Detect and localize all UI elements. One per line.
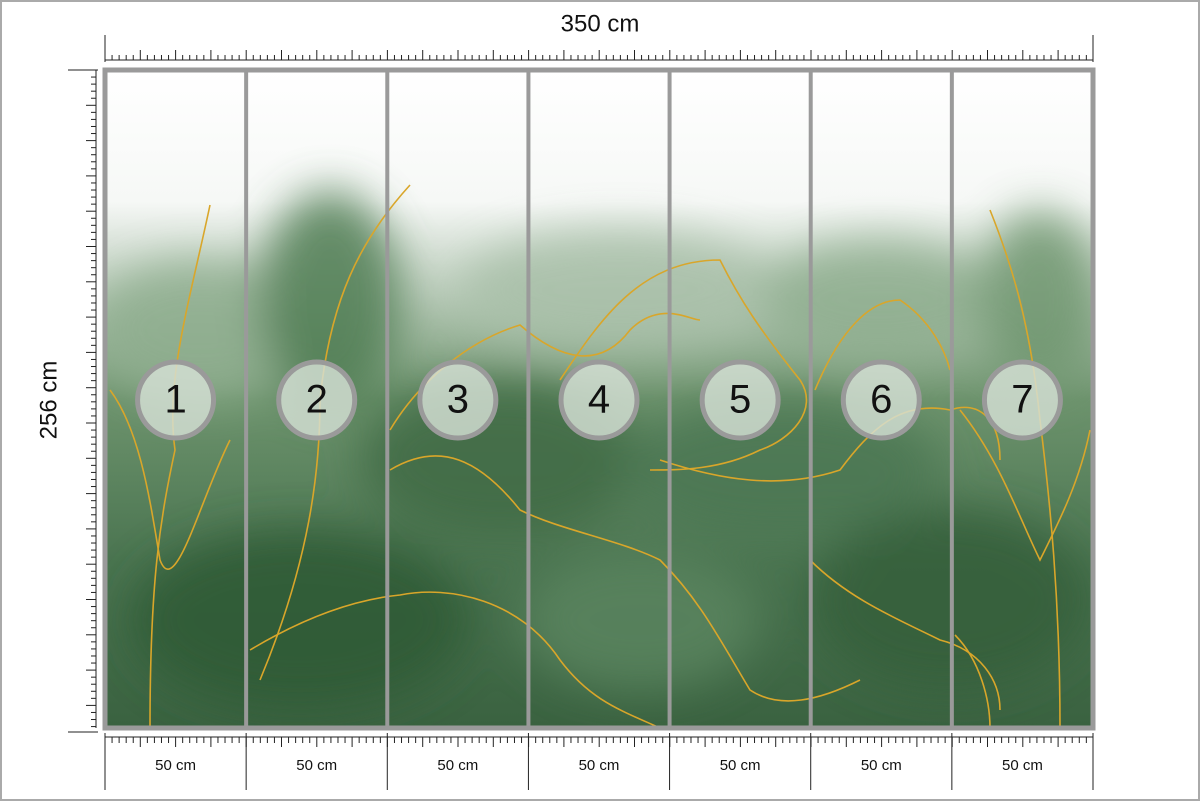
- height-label: 256 cm: [35, 361, 62, 440]
- panel-width: 50 cm: [720, 757, 761, 774]
- panel-number: 2: [306, 378, 328, 422]
- panel-badge: [699, 359, 781, 441]
- panel-width: 50 cm: [296, 757, 337, 774]
- panel-number: 6: [870, 378, 892, 422]
- panel-number: 3: [447, 378, 469, 422]
- rulers: [68, 35, 1094, 790]
- panel-frame: [102, 67, 1096, 731]
- panel-number: 4: [588, 378, 610, 422]
- width-label: 350 cm: [561, 10, 640, 37]
- panel-badge: [981, 359, 1063, 441]
- panel-labels: 1 50 cm 2 50 cm 3 50 cm 4 50 cm 5 50 cm 6 50 cm 7 50 …: [135, 359, 1063, 774]
- frame-border: [102, 67, 1096, 731]
- panel-number: 1: [164, 378, 186, 422]
- panel-badge: [840, 359, 922, 441]
- panel-width: 50 cm: [1002, 757, 1043, 774]
- panel-badge: [558, 359, 640, 441]
- artwork: [105, 70, 1093, 728]
- panel-number: 7: [1011, 378, 1033, 422]
- panel-badge: [135, 359, 217, 441]
- panel-number: 5: [729, 378, 751, 422]
- panel-badge: [417, 359, 499, 441]
- panel-width: 50 cm: [155, 757, 196, 774]
- panel-width: 50 cm: [437, 757, 478, 774]
- panel-badge: [276, 359, 358, 441]
- panel-width: 50 cm: [579, 757, 620, 774]
- panel-width: 50 cm: [861, 757, 902, 774]
